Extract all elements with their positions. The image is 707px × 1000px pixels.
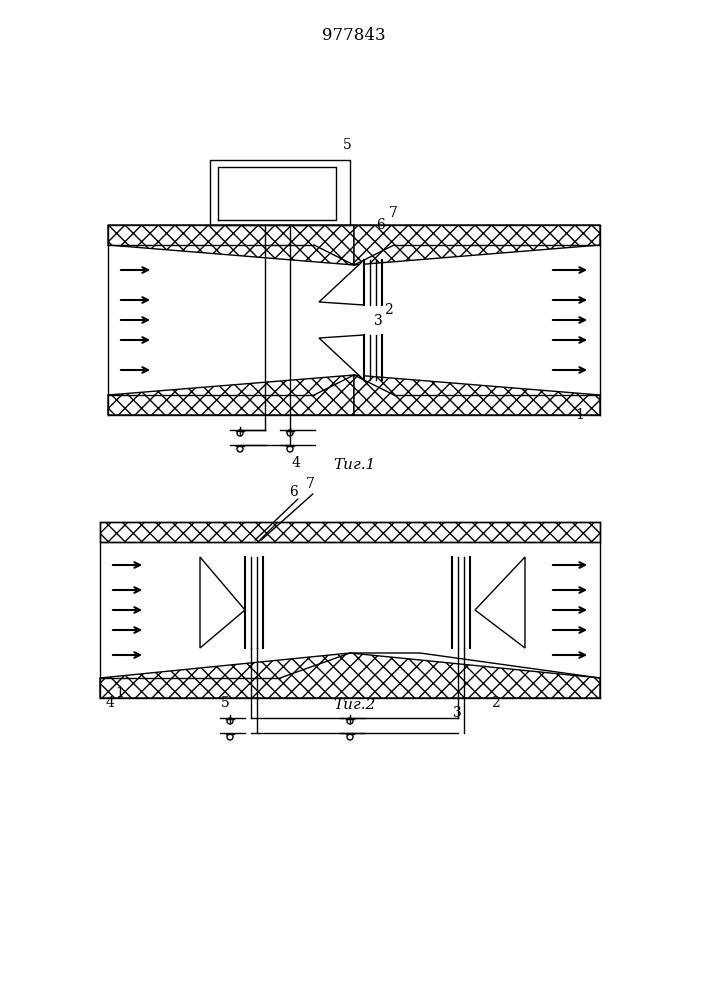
Polygon shape [100,653,600,698]
Text: 3: 3 [452,706,462,720]
Text: 7: 7 [389,206,398,220]
Text: 7: 7 [306,477,315,491]
Polygon shape [319,260,364,305]
Text: 5: 5 [343,138,351,152]
Text: 977843: 977843 [322,26,386,43]
Polygon shape [200,557,245,648]
Text: 2: 2 [491,696,499,710]
Text: 6: 6 [376,218,385,232]
Text: 6: 6 [289,485,298,499]
Text: 2: 2 [384,303,393,317]
Text: 1: 1 [575,408,584,422]
Polygon shape [319,335,364,380]
Text: Τиг.1: Τиг.1 [333,458,375,472]
Polygon shape [354,225,600,265]
Text: 3: 3 [374,314,382,328]
Polygon shape [100,522,600,542]
Polygon shape [108,375,354,415]
Text: 4: 4 [292,456,301,470]
Text: Τиг.2: Τиг.2 [333,698,375,712]
Polygon shape [475,557,525,648]
Text: 4: 4 [105,696,115,710]
Polygon shape [108,225,354,265]
Text: 5: 5 [221,696,229,710]
Polygon shape [354,375,600,415]
Text: 1: 1 [115,686,124,700]
